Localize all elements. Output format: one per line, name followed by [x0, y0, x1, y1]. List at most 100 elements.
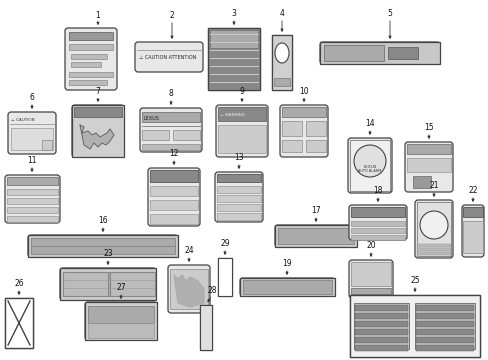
- Bar: [349, 295, 479, 357]
- FancyBboxPatch shape: [348, 260, 392, 298]
- Bar: [282, 107, 325, 117]
- Text: 11: 11: [27, 156, 37, 165]
- Bar: [7, 198, 58, 204]
- Text: AUTO ALARM: AUTO ALARM: [358, 169, 381, 173]
- Bar: [218, 258, 231, 296]
- Text: 20: 20: [366, 241, 375, 250]
- Bar: [350, 235, 404, 240]
- Text: ⚠ WARNING: ⚠ WARNING: [220, 113, 244, 117]
- Bar: [415, 305, 473, 311]
- Bar: [354, 321, 407, 327]
- FancyBboxPatch shape: [274, 225, 356, 247]
- Bar: [11, 128, 53, 150]
- Bar: [354, 313, 407, 319]
- Bar: [142, 112, 200, 122]
- Bar: [353, 303, 408, 349]
- Text: 12: 12: [169, 149, 179, 158]
- Bar: [170, 269, 207, 309]
- Bar: [416, 252, 450, 255]
- Bar: [354, 337, 407, 343]
- Bar: [218, 107, 265, 121]
- Bar: [305, 140, 325, 152]
- Bar: [69, 32, 113, 40]
- Bar: [462, 207, 482, 217]
- Bar: [150, 170, 198, 182]
- Bar: [354, 345, 407, 351]
- Bar: [7, 177, 58, 185]
- Bar: [173, 130, 200, 140]
- Bar: [74, 107, 122, 117]
- Bar: [282, 121, 302, 136]
- Text: 6: 6: [29, 93, 34, 102]
- Bar: [150, 214, 198, 224]
- Text: 4: 4: [279, 9, 284, 18]
- Text: 8: 8: [168, 89, 173, 98]
- Bar: [71, 62, 101, 67]
- Bar: [150, 186, 198, 196]
- FancyBboxPatch shape: [28, 235, 178, 257]
- FancyBboxPatch shape: [85, 302, 157, 340]
- Bar: [71, 54, 107, 59]
- Bar: [28, 235, 178, 257]
- Bar: [271, 35, 291, 90]
- Bar: [273, 78, 289, 86]
- Text: 18: 18: [372, 186, 382, 195]
- FancyBboxPatch shape: [60, 268, 156, 300]
- FancyBboxPatch shape: [148, 168, 200, 226]
- Bar: [5, 298, 33, 348]
- Bar: [5, 298, 33, 348]
- Bar: [406, 158, 450, 172]
- Text: 7: 7: [95, 87, 100, 96]
- Bar: [69, 80, 107, 85]
- Bar: [42, 140, 52, 150]
- Bar: [414, 303, 474, 349]
- Text: 1: 1: [96, 11, 100, 20]
- Bar: [415, 313, 473, 319]
- Bar: [415, 337, 473, 343]
- Bar: [63, 272, 153, 296]
- FancyBboxPatch shape: [348, 205, 406, 240]
- Bar: [243, 280, 331, 294]
- Bar: [142, 130, 169, 140]
- Ellipse shape: [419, 211, 447, 239]
- Bar: [416, 202, 450, 256]
- FancyBboxPatch shape: [404, 142, 452, 192]
- Text: LEXUS: LEXUS: [143, 116, 160, 121]
- Bar: [7, 189, 58, 195]
- FancyBboxPatch shape: [65, 28, 117, 90]
- Bar: [7, 216, 58, 222]
- Bar: [319, 42, 439, 64]
- Bar: [350, 228, 404, 233]
- Bar: [415, 329, 473, 335]
- Bar: [416, 244, 450, 247]
- Bar: [207, 28, 260, 90]
- Bar: [416, 248, 450, 251]
- Bar: [85, 302, 157, 340]
- Bar: [217, 174, 261, 182]
- Text: 2: 2: [169, 11, 174, 20]
- Bar: [415, 345, 473, 351]
- Bar: [88, 306, 154, 323]
- Bar: [350, 221, 404, 226]
- FancyBboxPatch shape: [414, 200, 452, 258]
- Bar: [217, 213, 261, 220]
- Bar: [415, 321, 473, 327]
- Bar: [278, 228, 353, 244]
- Bar: [412, 176, 430, 188]
- Text: 29: 29: [220, 239, 229, 248]
- Bar: [63, 272, 108, 296]
- Bar: [350, 207, 404, 217]
- Bar: [207, 28, 260, 90]
- Bar: [240, 278, 334, 296]
- FancyBboxPatch shape: [216, 105, 267, 157]
- Text: 9: 9: [239, 87, 244, 96]
- Bar: [69, 72, 113, 77]
- Bar: [350, 262, 390, 286]
- Bar: [200, 305, 212, 350]
- Text: LEXUS: LEXUS: [363, 165, 376, 169]
- Ellipse shape: [274, 43, 288, 63]
- Bar: [200, 305, 212, 350]
- Text: 27: 27: [116, 283, 125, 292]
- FancyBboxPatch shape: [140, 108, 202, 152]
- Text: 14: 14: [365, 119, 374, 128]
